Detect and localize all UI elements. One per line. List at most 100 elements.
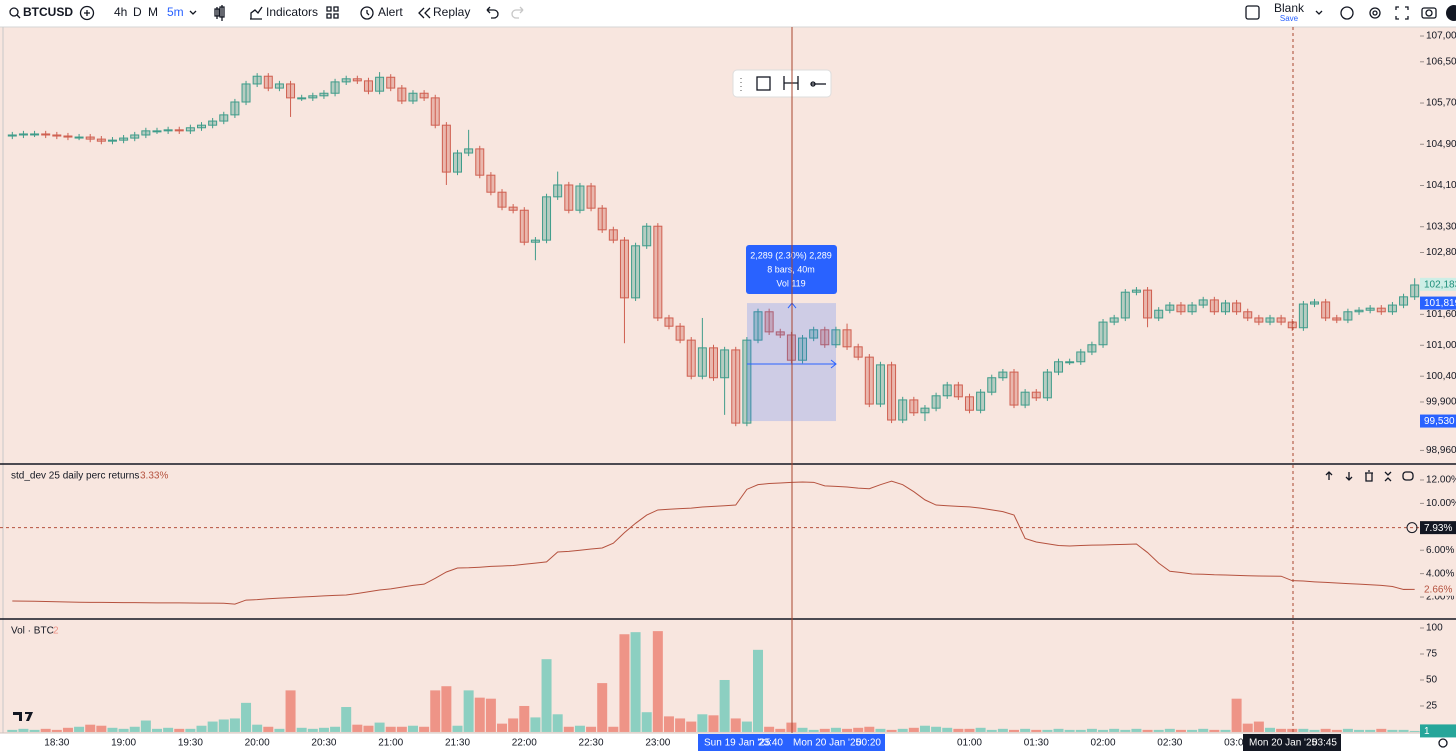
candle-body bbox=[1209, 299, 1219, 313]
volume-bar bbox=[307, 728, 318, 732]
redo[interactable] bbox=[511, 6, 524, 19]
candle-body bbox=[497, 191, 507, 208]
chart-type[interactable] bbox=[214, 5, 225, 21]
volume-bar bbox=[708, 715, 719, 732]
symbol[interactable]: BTCUSD bbox=[23, 5, 73, 19]
save-button[interactable]: Save bbox=[1280, 14, 1299, 23]
templates[interactable] bbox=[326, 6, 339, 19]
volume-bar bbox=[1053, 728, 1064, 732]
profile[interactable] bbox=[1446, 5, 1456, 21]
volume-bar bbox=[786, 722, 797, 732]
interval[interactable]: M bbox=[148, 5, 158, 19]
volume-bar bbox=[1164, 728, 1175, 732]
candle-body bbox=[586, 185, 596, 209]
pane-status: 2 bbox=[53, 626, 59, 637]
volume-bar bbox=[1387, 729, 1398, 732]
volume-bar bbox=[129, 726, 140, 732]
move-down[interactable] bbox=[1345, 472, 1353, 481]
x-tick-label: 19:00 bbox=[111, 738, 136, 749]
volume-bar bbox=[1354, 729, 1365, 732]
interval-active[interactable]: 5m bbox=[167, 5, 184, 19]
undo[interactable] bbox=[486, 6, 499, 19]
add-symbol[interactable] bbox=[79, 5, 95, 21]
candle-body bbox=[1254, 317, 1264, 323]
volume-bar bbox=[1109, 728, 1120, 732]
candle-body bbox=[1376, 307, 1386, 313]
interval[interactable]: 4h bbox=[114, 5, 127, 19]
candle-body bbox=[764, 311, 774, 333]
x-tick-label: 22:30 bbox=[579, 738, 604, 749]
delete-pane[interactable] bbox=[1365, 470, 1373, 482]
volume-bar bbox=[1153, 729, 1164, 732]
y-tick-label: 107,000 bbox=[1426, 31, 1456, 42]
candle-body bbox=[1143, 289, 1153, 319]
candle-body bbox=[931, 395, 941, 409]
measure-text: 8 bars, 40m bbox=[767, 264, 815, 274]
volume-bar bbox=[62, 727, 73, 732]
candle-body bbox=[1399, 296, 1409, 306]
last-value-tag bbox=[1420, 582, 1456, 596]
rectangle-tool[interactable] bbox=[756, 76, 771, 91]
interval[interactable]: D bbox=[133, 5, 142, 19]
volume-bar bbox=[441, 686, 452, 732]
replay-button[interactable]: Replay bbox=[433, 5, 470, 19]
volume-bar bbox=[741, 721, 752, 732]
volume-bar bbox=[764, 726, 775, 732]
candle-body bbox=[341, 78, 351, 83]
screenshot[interactable] bbox=[1421, 7, 1437, 19]
crosshair-tag-label: 7.93% bbox=[1424, 523, 1452, 534]
candle-body bbox=[1031, 391, 1041, 399]
candle-body bbox=[397, 87, 407, 102]
volume-bar bbox=[652, 631, 663, 732]
candle-body bbox=[308, 95, 318, 99]
volume-bar bbox=[1120, 729, 1131, 732]
candle-body bbox=[330, 81, 340, 94]
time-label-time: 00:20 bbox=[856, 738, 881, 749]
y-tick-label: 100 bbox=[1426, 623, 1443, 634]
candle-body bbox=[1410, 284, 1420, 298]
candle-body bbox=[1154, 309, 1164, 319]
candle-body bbox=[998, 371, 1008, 379]
layout-menu[interactable] bbox=[1315, 10, 1323, 15]
indicators-button[interactable]: Indicators bbox=[266, 5, 318, 19]
move-up[interactable] bbox=[1325, 471, 1333, 480]
settings[interactable] bbox=[1369, 7, 1381, 19]
alert-button[interactable]: Alert bbox=[378, 5, 403, 19]
volume-bar bbox=[463, 690, 474, 732]
candle-body bbox=[85, 136, 95, 140]
volume-bar bbox=[1031, 729, 1042, 732]
volume-bar bbox=[407, 725, 418, 732]
volume-bar bbox=[1075, 729, 1086, 732]
candle-body bbox=[1321, 301, 1331, 319]
screenshot-lens bbox=[1425, 9, 1433, 17]
interval-menu[interactable] bbox=[189, 10, 197, 15]
axis-settings[interactable] bbox=[1438, 738, 1448, 748]
volume-bar bbox=[497, 723, 508, 732]
logo bbox=[13, 712, 33, 721]
volume-bar bbox=[40, 728, 51, 732]
candle-body bbox=[208, 120, 218, 126]
maximize-pane[interactable] bbox=[1402, 471, 1414, 481]
quick-search[interactable] bbox=[1340, 6, 1354, 20]
fullscreen[interactable] bbox=[1395, 6, 1409, 20]
range-tool[interactable] bbox=[783, 76, 799, 90]
candle-body bbox=[52, 134, 62, 137]
candle-body bbox=[464, 148, 474, 154]
candle-body bbox=[575, 185, 585, 211]
layout-icon[interactable] bbox=[1245, 5, 1260, 20]
y-tick-label: 2.00% bbox=[1426, 592, 1454, 603]
y-tick-label: 106,500 bbox=[1426, 56, 1456, 67]
volume-bar bbox=[986, 729, 997, 732]
volume-bar bbox=[241, 702, 252, 732]
candle-body bbox=[96, 138, 106, 142]
candle-body bbox=[920, 407, 930, 414]
volume-bar bbox=[1287, 728, 1298, 732]
layout-name[interactable]: Blank bbox=[1274, 1, 1305, 15]
candle-body bbox=[542, 196, 552, 241]
collapse-pane[interactable] bbox=[1384, 471, 1392, 482]
candle-body bbox=[1198, 299, 1208, 306]
search-icon[interactable] bbox=[9, 7, 19, 17]
search-icon-handle bbox=[16, 14, 21, 19]
volume-bar bbox=[586, 726, 597, 732]
candle-body bbox=[631, 245, 641, 299]
